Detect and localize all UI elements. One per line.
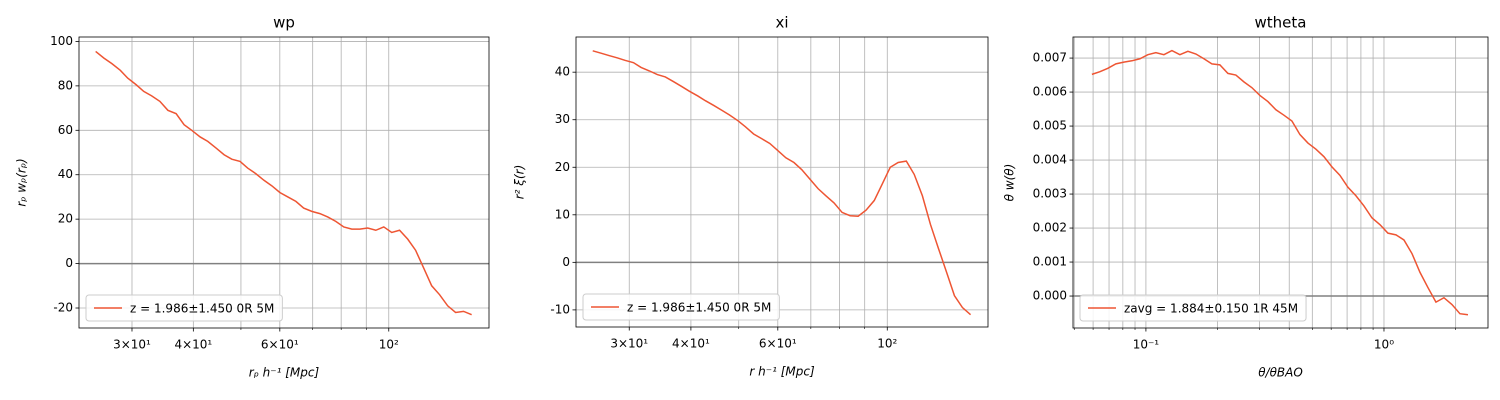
axes-frame: [575, 36, 989, 328]
y-tick-label: 0.004: [1033, 153, 1067, 167]
x-tick-label: 6×10¹: [759, 337, 797, 351]
x-tick-label: 3×10¹: [113, 338, 151, 352]
y-tick-label: 60: [58, 123, 73, 137]
y-tick-label: 40: [555, 65, 570, 79]
y-tick-label: -10: [550, 302, 570, 316]
x-axis-label: rₚ h⁻¹ [Mpc]: [249, 366, 320, 380]
x-tick-label: 6×10¹: [261, 338, 299, 352]
y-tick-label: 40: [58, 167, 73, 181]
chart-title: wp: [273, 14, 295, 32]
y-tick-label: 20: [58, 212, 73, 226]
y-tick-label: 30: [555, 112, 570, 126]
legend-box: [85, 294, 283, 322]
y-tick-label: 0: [65, 256, 73, 270]
legend-box: [582, 293, 780, 321]
legend-label: z = 1.986±1.450 0R 5M: [130, 302, 274, 316]
x-tick-label: 10²: [877, 337, 897, 351]
x-tick-label: 10⁻¹: [1133, 338, 1160, 352]
y-tick-label: 0.001: [1033, 255, 1067, 269]
x-tick-label: 4×10¹: [174, 338, 212, 352]
chart-title: xi: [775, 14, 788, 32]
legend-label: z = 1.986±1.450 0R 5M: [627, 301, 771, 315]
x-tick-label: 3×10¹: [610, 337, 648, 351]
legend-box: [1079, 294, 1307, 322]
y-axis-label: rₚ wₚ(rₚ): [15, 158, 29, 206]
y-tick-label: 0.007: [1033, 51, 1067, 65]
axes-frame: [1072, 36, 1489, 329]
y-tick-label: 10: [555, 207, 570, 221]
y-tick-label: 20: [555, 160, 570, 174]
x-tick-label: 10²: [379, 338, 399, 352]
y-tick-label: 0.006: [1033, 85, 1067, 99]
x-axis-label: r h⁻¹ [Mpc]: [749, 365, 815, 379]
y-tick-label: 80: [58, 78, 73, 92]
y-tick-label: 0.005: [1033, 119, 1067, 133]
y-tick-label: 0: [562, 255, 570, 269]
axes-frame: [78, 36, 490, 329]
data-line: [95, 50, 472, 316]
data-line: [1091, 49, 1469, 316]
y-axis-label: r² ξ(r): [513, 165, 527, 200]
x-tick-label: 4×10¹: [672, 337, 710, 351]
chart-title: wtheta: [1255, 14, 1307, 32]
y-tick-label: -20: [53, 301, 73, 315]
y-tick-label: 0.002: [1033, 221, 1067, 235]
y-tick-label: 0.000: [1033, 289, 1067, 303]
x-axis-label: θ/θBAO: [1258, 366, 1303, 380]
y-tick-label: 0.003: [1033, 187, 1067, 201]
x-tick-label: 10⁰: [1374, 338, 1394, 352]
y-axis-label: θ w(θ): [1003, 164, 1017, 202]
data-line: [592, 50, 972, 316]
y-tick-label: 100: [50, 34, 73, 48]
legend-label: zavg = 1.884±0.150 1R 45M: [1124, 302, 1298, 316]
